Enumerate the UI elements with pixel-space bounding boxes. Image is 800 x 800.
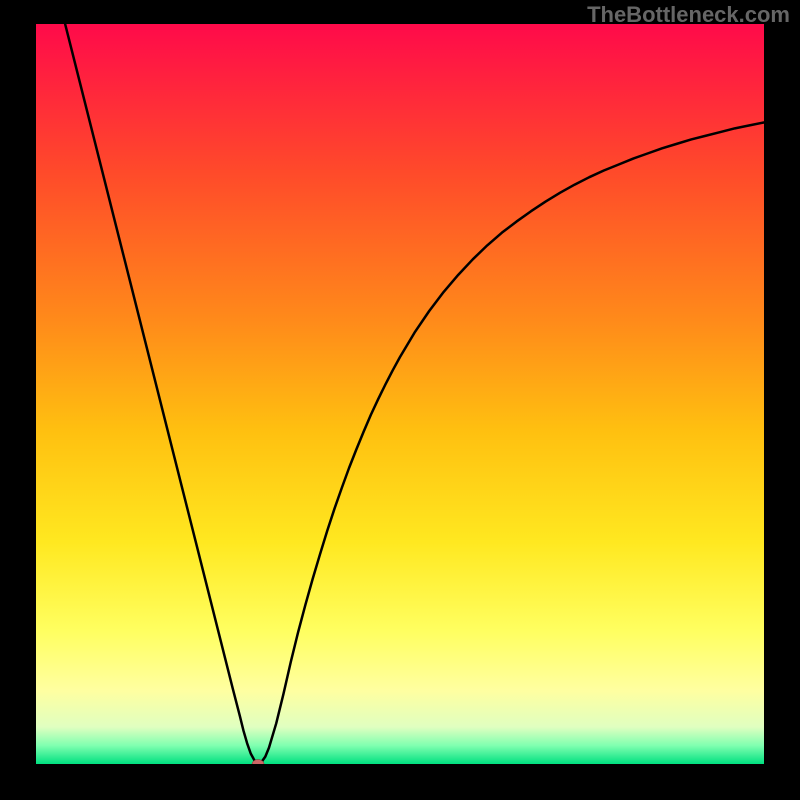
chart-svg (36, 24, 764, 764)
plot-area (36, 24, 764, 764)
watermark-text: TheBottleneck.com (587, 2, 790, 28)
gradient-background (36, 24, 764, 764)
chart-frame: TheBottleneck.com (0, 0, 800, 800)
